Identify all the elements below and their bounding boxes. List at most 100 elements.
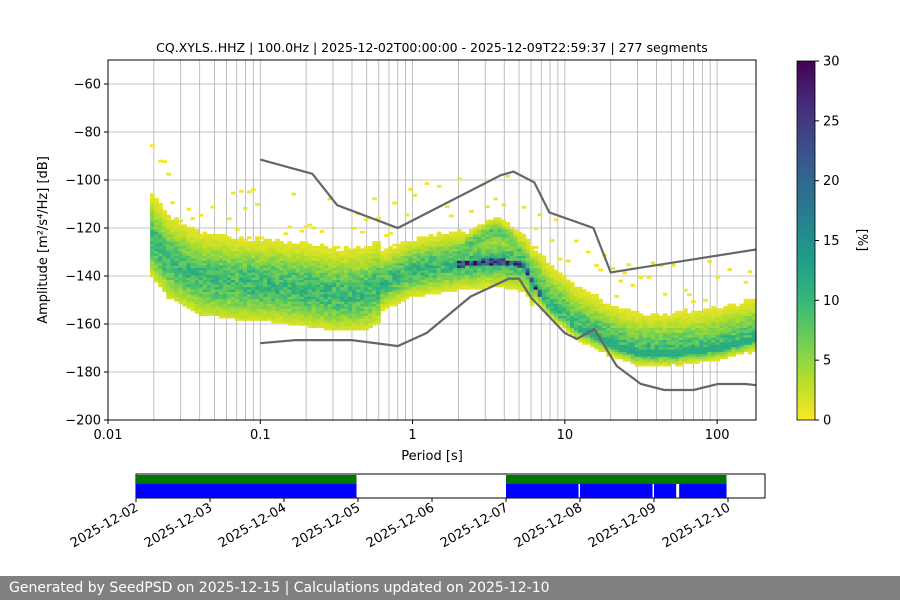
density-cell	[670, 332, 676, 336]
density-cell	[457, 277, 462, 280]
density-cell	[707, 320, 712, 324]
density-cell	[364, 277, 369, 280]
density-cell	[723, 322, 728, 326]
density-cell	[291, 301, 296, 304]
density-cell	[162, 210, 167, 213]
density-cell	[743, 342, 749, 345]
density-cell	[703, 315, 708, 319]
density-cell	[307, 250, 313, 254]
density-cell	[485, 255, 490, 259]
density-cell	[348, 267, 353, 271]
density-cell	[295, 267, 301, 271]
density-cell	[497, 226, 502, 230]
density-cell	[436, 274, 442, 278]
density-cell	[707, 325, 712, 328]
density-cell	[517, 284, 523, 288]
density-cell	[174, 274, 179, 278]
density-cell	[521, 265, 527, 268]
density-cell	[222, 301, 228, 304]
density-cell	[481, 284, 486, 288]
density-cell	[574, 306, 579, 309]
density-cell	[582, 294, 587, 297]
density-cell	[279, 246, 284, 249]
density-cell	[218, 308, 224, 312]
density-cell	[182, 258, 187, 261]
density-cell	[444, 262, 450, 266]
density-cell	[586, 313, 591, 316]
density-cell	[158, 265, 163, 268]
density-cell	[614, 349, 619, 352]
density-cell	[695, 334, 700, 338]
density-cell	[408, 246, 414, 249]
density-cell	[432, 243, 438, 247]
density-cell	[226, 265, 232, 268]
y-tick-label: −200	[65, 414, 101, 429]
density-cell	[295, 258, 301, 261]
density-cell	[420, 267, 426, 271]
density-cell	[311, 313, 317, 316]
density-cell	[186, 301, 192, 304]
density-cell	[452, 279, 458, 283]
density-cell	[239, 277, 244, 280]
density-cell	[578, 337, 583, 340]
density-cell	[727, 332, 732, 336]
density-cell	[291, 306, 296, 309]
density-cell	[670, 322, 676, 326]
density-cell	[210, 306, 216, 309]
density-cell	[239, 246, 244, 249]
density-cell	[670, 356, 676, 360]
density-cell	[360, 320, 365, 324]
density-cell	[315, 310, 321, 314]
density-cell	[158, 229, 163, 232]
density-cell	[727, 334, 732, 338]
density-cell	[206, 274, 212, 278]
density-cell	[190, 277, 196, 280]
density-cell	[420, 277, 426, 280]
density-cell	[210, 262, 216, 266]
density-cell	[154, 217, 159, 220]
density-cell	[368, 260, 373, 264]
density-cell	[662, 346, 668, 350]
density-cell	[259, 294, 264, 297]
density-cell	[420, 279, 426, 283]
density-cell	[234, 301, 240, 304]
density-cell	[549, 291, 555, 295]
density-cell	[368, 289, 373, 292]
density-cell	[243, 274, 248, 278]
density-cell	[727, 318, 732, 321]
density-cell	[420, 270, 426, 273]
density-cell	[444, 255, 450, 259]
density-cell	[279, 267, 284, 271]
density-cell	[602, 322, 607, 326]
density-cell	[226, 253, 232, 256]
density-cell	[553, 313, 559, 316]
density-cell	[372, 291, 377, 295]
density-cell	[348, 250, 353, 254]
density-cell	[368, 303, 373, 307]
density-cell	[489, 272, 494, 276]
density-cell	[440, 246, 446, 249]
density-cell	[162, 258, 167, 261]
density-cell	[315, 303, 321, 307]
density-cell	[368, 265, 373, 268]
density-cell	[214, 298, 220, 302]
density-cell	[380, 303, 385, 307]
density-cell	[408, 265, 414, 268]
density-cell	[461, 255, 466, 259]
density-cell	[610, 327, 615, 331]
density-cell	[537, 274, 543, 278]
density-cell	[364, 303, 369, 307]
density-cell	[493, 224, 498, 228]
density-cell	[626, 349, 632, 352]
density-cell	[654, 334, 660, 338]
density-cell	[440, 260, 446, 264]
density-cell	[751, 349, 756, 352]
density-cell	[614, 325, 619, 328]
density-cell	[529, 265, 535, 268]
density-cell	[743, 325, 749, 328]
density-cell	[275, 255, 280, 259]
density-cell	[343, 298, 349, 302]
density-cell	[638, 315, 644, 319]
density-cell	[255, 258, 260, 261]
density-cell	[339, 262, 345, 266]
